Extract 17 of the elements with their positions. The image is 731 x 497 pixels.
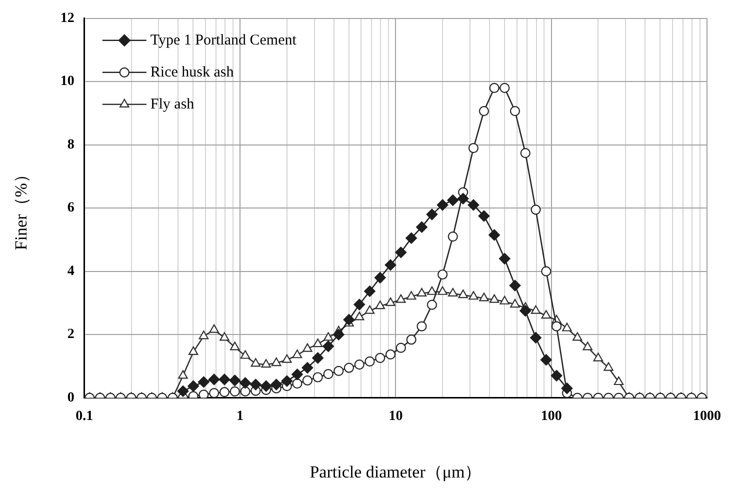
y-tick-label: 8 bbox=[67, 137, 74, 152]
x-tick-label: 0.1 bbox=[76, 408, 94, 424]
y-tick-label: 12 bbox=[60, 11, 74, 26]
x-tick-label: 1000 bbox=[693, 408, 721, 424]
x-tick-label: 100 bbox=[540, 408, 562, 424]
legend-label: Type 1 Portland Cement bbox=[150, 32, 298, 48]
x-tick-label: 1 bbox=[236, 408, 244, 424]
x-axis-title: Particle diameter（μm） bbox=[310, 462, 482, 482]
x-tick-label: 10 bbox=[388, 408, 403, 424]
legend-label: Rice husk ash bbox=[150, 64, 234, 80]
y-tick-label: 6 bbox=[67, 200, 74, 216]
y-axis-title: Finer（%） bbox=[12, 166, 31, 250]
y-tick-label: 4 bbox=[67, 264, 74, 279]
y-tick-label: 2 bbox=[67, 327, 74, 342]
legend-label: Fly ash bbox=[150, 96, 195, 112]
y-tick-label: 0 bbox=[67, 390, 74, 406]
y-tick-label: 10 bbox=[60, 74, 74, 90]
